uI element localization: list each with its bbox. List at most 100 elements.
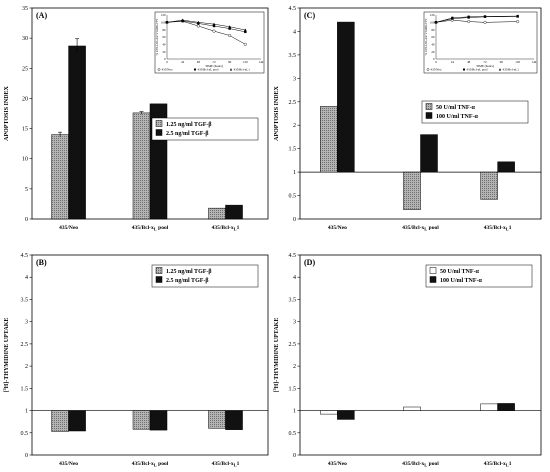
inset-marker [467, 20, 471, 24]
bar [208, 410, 226, 429]
y-tick-label: 2 [25, 364, 28, 370]
inset-marker [165, 20, 169, 24]
inset-legend-marker [426, 68, 430, 71]
y-tick-label: 4 [25, 275, 28, 281]
y-tick-label: 4.5 [289, 6, 297, 12]
legend-label: 2.5 ng/ml TGF-β [166, 278, 209, 284]
inset-series-line [166, 19, 246, 31]
inset-marker [228, 25, 232, 28]
inset-y-axis-label: % CELLULAR VIABILITY [155, 18, 159, 56]
y-tick-label: 15 [22, 127, 28, 133]
y-tick-label: 0 [293, 453, 296, 459]
legend-swatch [155, 267, 163, 274]
legend-label: 1.25 ng/ml TGF-β [166, 122, 212, 128]
inset-frame [154, 11, 265, 74]
inset-legend-marker [194, 68, 196, 71]
legend-swatch [429, 267, 437, 274]
panel-label: (A) [36, 11, 47, 20]
bar [497, 403, 515, 411]
inset-marker [243, 28, 247, 32]
y-axis-label: APOPTOSIS INDEX [274, 85, 280, 140]
inset-legend-marker [498, 68, 502, 71]
inset-marker [516, 14, 520, 18]
bar [51, 134, 69, 220]
inset-legend-marker [463, 68, 465, 71]
inset-x-tick-label: 24 [451, 60, 455, 64]
y-tick-label: 3.5 [21, 297, 29, 303]
inset-marker [483, 15, 487, 18]
inset-marker [243, 42, 247, 46]
inset-x-tick-label: 144 [259, 60, 264, 64]
inset-x-tick-label: 96 [228, 60, 232, 64]
y-tick-label: 3.5 [289, 297, 297, 303]
legend-box [151, 117, 259, 141]
inset-x-axis-label: TIME (hours) [476, 64, 494, 68]
legend: 50 U/ml TNF-α 100 U/ml TNF-α [425, 264, 533, 288]
y-axis-label: APOPTOSIS INDEX [4, 85, 10, 140]
y-tick-label: 0.5 [289, 431, 297, 437]
legend-label: 50 U/ml TNF-α [436, 105, 476, 111]
inset-marker [212, 24, 216, 28]
bar [68, 45, 86, 220]
inset-y-axis-label: % CELLULAR VIABILITY [424, 18, 428, 56]
inset-marker [516, 20, 520, 24]
legend-swatch [155, 276, 163, 283]
legend-swatch [429, 276, 437, 283]
legend-label: 2.5 ng/ml TGF-β [166, 131, 209, 137]
y-axis-label: [3H]-THYMIDINE UPTAKE [272, 318, 280, 393]
inset-y-tick-label: 40 [431, 42, 435, 46]
legend-label: 100 U/ml TNF-α [436, 114, 479, 120]
bar [51, 410, 69, 432]
panel-a: 0 5 10 15 20 25 30 35 435/Neo 435/Bcl-xL pool 435/… [4, 6, 269, 232]
y-tick-label: 2.5 [21, 342, 29, 348]
y-tick-label: 4 [293, 275, 296, 281]
y-tick-label: 1 [293, 409, 296, 415]
bar [149, 410, 168, 431]
category-label: 435/Neo [328, 461, 347, 467]
panel-label: (C) [304, 11, 315, 20]
inset-x-tick-label: 120 [243, 60, 248, 64]
category-label: 435/Neo [59, 461, 78, 467]
inset-series-line [166, 20, 246, 33]
inset-legend-marker [229, 68, 233, 71]
category-label: 435/Bcl-xL pool [132, 461, 169, 468]
inset-marker [450, 17, 454, 20]
y-tick-label: 0 [25, 453, 28, 459]
y-tick-label: 4.5 [289, 253, 297, 259]
y-tick-label: 3.5 [289, 53, 297, 59]
legend-box [425, 264, 533, 288]
plot-frame [31, 254, 269, 456]
bar [337, 21, 355, 173]
inset-y-tick-label: 80 [431, 28, 435, 32]
y-tick-label: 30 [22, 36, 28, 42]
bar [420, 134, 438, 173]
inset-series-line [166, 20, 246, 45]
category-label: 435/Bcl-xL1 [212, 225, 240, 232]
y-tick-label: 2 [293, 364, 296, 370]
panel-c: 0 0.5 1 1.5 2 2.5 3 3.5 4 4.5 435/Neo 435/Bcl-xL po… [274, 6, 542, 232]
category-label: 435/Bcl-xL pool [132, 225, 169, 232]
legend-swatch [155, 129, 163, 136]
y-tick-label: 4.5 [21, 253, 29, 259]
bar [337, 410, 355, 420]
bar [403, 171, 421, 210]
y-axis-label: [3H]-THYMIDINE UPTAKE [2, 318, 10, 393]
inset-x-tick-label: 0 [166, 60, 168, 64]
inset-y-tick-label: 80 [162, 28, 166, 32]
inset-y-tick-label: 120 [161, 13, 166, 17]
y-tick-label: 2 [293, 123, 296, 129]
bar [320, 106, 338, 173]
panel-b: 0 0.5 1 1.5 2 2.5 3 3.5 4 4.5 435/Neo 435/Bcl-xL po… [2, 253, 269, 468]
inset-marker [196, 24, 200, 28]
y-tick-label: 4 [293, 29, 296, 35]
legend-swatch [425, 112, 433, 119]
inset-legend-label: 435/Neo [431, 68, 442, 72]
category-label: 435/Neo [328, 225, 347, 231]
inset-y-tick-label: 100 [161, 20, 166, 24]
inset-y-tick-label: 60 [431, 35, 435, 39]
inset-x-tick-label: 48 [467, 60, 471, 64]
y-tick-label: 1.5 [289, 147, 297, 153]
y-tick-label: 35 [22, 6, 28, 12]
inset-legend-label: 435/Bcl-xL1 [234, 68, 251, 72]
